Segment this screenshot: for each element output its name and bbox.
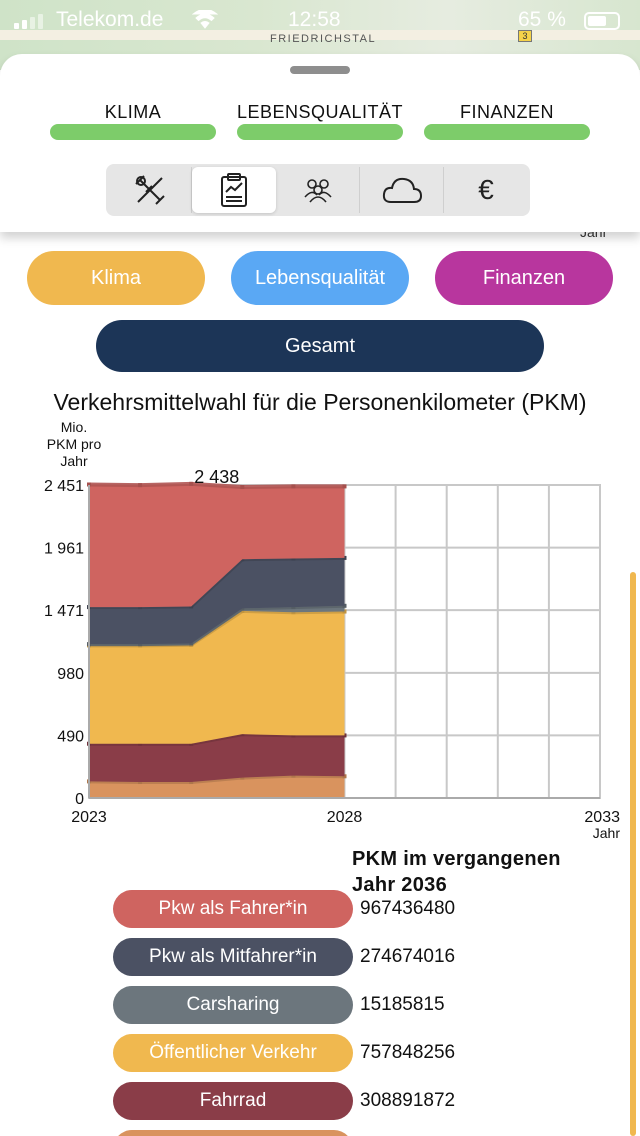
battery-icon: [584, 12, 620, 30]
road-shield: 3: [518, 30, 532, 42]
series-area: [89, 775, 345, 798]
legend-row: Pkw als Fahrer*in 967436480: [113, 890, 613, 928]
clock: 12:58: [288, 8, 341, 31]
data-point: [138, 642, 143, 647]
series-area: [89, 557, 345, 645]
legend-value: 967436480: [360, 898, 456, 919]
y-axis-label: PKM pro: [47, 436, 102, 452]
sheet-grabber[interactable]: [290, 66, 350, 74]
map-road: [0, 30, 640, 40]
y-tick-label: 980: [57, 666, 84, 683]
legend-row: Fahrrad 308891872: [113, 1082, 613, 1120]
x-axis-label: Jahr: [593, 825, 621, 841]
tab-lebensqualitaet-indicator: [237, 124, 403, 140]
cloud-icon[interactable]: [360, 167, 444, 213]
wifi-icon: [192, 8, 218, 36]
x-tick-label: 2028: [327, 809, 363, 826]
legend-carsharing[interactable]: Carsharing: [113, 986, 353, 1024]
data-point: [342, 484, 347, 489]
map-street-label: FRIEDRICHSTAL: [270, 33, 377, 45]
x-tick-label: 2033: [584, 809, 620, 826]
data-point: [87, 482, 91, 487]
legend-oepnv[interactable]: Öffentlicher Verkehr: [113, 1034, 353, 1072]
tab-klima[interactable]: KLIMA: [104, 102, 162, 122]
data-point: [138, 483, 143, 488]
battery-percent: 65 %: [518, 8, 566, 31]
signal-icon: [14, 14, 43, 29]
people-icon[interactable]: [276, 167, 360, 213]
total-annotation: 2 438: [194, 467, 239, 487]
legend-pkw-fahrer[interactable]: Pkw als Fahrer*in: [113, 890, 353, 928]
data-point: [240, 608, 245, 613]
filter-klima-button[interactable]: Klima: [27, 251, 205, 305]
y-tick-label: 0: [75, 791, 84, 808]
y-axis-label: Mio.: [61, 419, 87, 435]
series-area: [89, 605, 345, 646]
legend-value: 757848256: [360, 1042, 456, 1063]
legend-fussverkehr[interactable]: [113, 1130, 353, 1136]
data-point: [189, 604, 194, 609]
status-bar: Telekom.de 12:58 65 %: [0, 0, 640, 42]
scroll-indicator[interactable]: [630, 572, 636, 1136]
clipboard-chart-icon[interactable]: [192, 167, 276, 213]
legend-value: 15185815: [360, 994, 445, 1015]
legend-row: Pkw als Mitfahrer*in 274674016: [113, 938, 613, 976]
series-area: [89, 734, 345, 783]
series-line: [88, 481, 345, 490]
tab-finanzen-indicator: [424, 124, 590, 140]
tab-finanzen[interactable]: FINANZEN: [460, 102, 554, 122]
carrier-label: Telekom.de: [56, 8, 164, 31]
data-point: [342, 774, 347, 779]
series-area: [89, 610, 345, 744]
legend-value: 274674016: [360, 946, 456, 967]
view-segmented-control: €: [106, 164, 530, 216]
y-tick-label: 2 451: [44, 478, 84, 495]
filter-finanzen-button[interactable]: Finanzen: [435, 251, 613, 305]
legend-row: Öffentlicher Verkehr 757848256: [113, 1034, 613, 1072]
legend-fahrrad[interactable]: Fahrrad: [113, 1082, 353, 1120]
pkm-heading: PKM im vergangenen Jahr 2036: [352, 846, 561, 898]
euro-icon[interactable]: €: [444, 167, 528, 213]
y-tick-label: 1 961: [44, 541, 84, 558]
data-point: [291, 484, 296, 489]
y-axis-label: Jahr: [60, 453, 88, 469]
y-tick-label: 1 471: [44, 603, 84, 620]
series-area: [89, 483, 345, 608]
legend-row: [113, 1130, 613, 1136]
data-point: [189, 481, 194, 486]
filter-gesamt-button[interactable]: Gesamt: [96, 320, 544, 372]
filter-lebensqualitaet-button[interactable]: Lebensqualität: [231, 251, 409, 305]
x-tick-label: 2023: [71, 809, 107, 826]
pkm-heading-line1: PKM im vergangenen: [352, 848, 561, 870]
tools-icon[interactable]: [108, 167, 192, 213]
y-tick-label: 490: [57, 728, 84, 745]
euro-glyph: €: [478, 174, 494, 205]
pkm-heading-line2: Jahr 2036: [352, 874, 447, 896]
chart-title: Verkehrsmittelwahl für die Personenkilom…: [53, 389, 587, 415]
tab-klima-indicator: [50, 124, 216, 140]
bottom-sheet: KLIMA LEBENSQUALITÄT FINANZEN €: [0, 54, 640, 232]
legend-value: 308891872: [360, 1090, 456, 1111]
tab-lebensqualitaet[interactable]: LEBENSQUALITÄT: [237, 102, 404, 122]
legend-pkw-mitfahrer[interactable]: Pkw als Mitfahrer*in: [113, 938, 353, 976]
data-point: [240, 485, 245, 490]
legend-row: Carsharing 15185815: [113, 986, 613, 1024]
